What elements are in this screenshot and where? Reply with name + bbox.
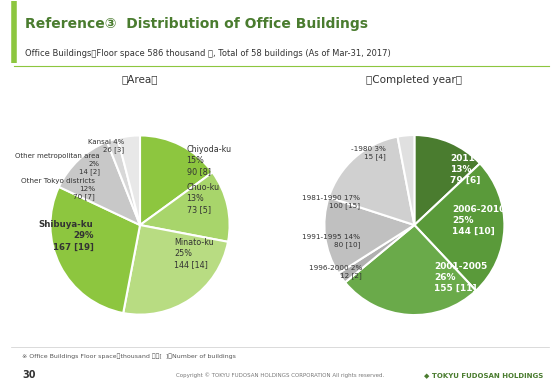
- Wedge shape: [329, 137, 414, 225]
- Wedge shape: [398, 135, 414, 225]
- Text: -1980 3%
15 [4]: -1980 3% 15 [4]: [351, 146, 386, 160]
- Text: 2011-
13%
79 [6]: 2011- 13% 79 [6]: [450, 154, 481, 185]
- Text: Metropolitan 4districts
475thousand ㎡（81%）  46buildings: Metropolitan 4districts 475thousand ㎡（81…: [53, 92, 227, 114]
- Text: （Area）: （Area）: [122, 74, 158, 85]
- Text: After 2001
378thousand ㎡（65%）  27buildings: After 2001 378thousand ㎡（65%） 27building…: [322, 92, 496, 114]
- Wedge shape: [50, 187, 140, 313]
- Text: Reference③  Distribution of Office Buildings: Reference③ Distribution of Office Buildi…: [25, 17, 368, 31]
- Text: Shibuya-ku
29%
167 [19]: Shibuya-ku 29% 167 [19]: [39, 220, 94, 251]
- Text: Other metropolitan area
2%
14 [2]: Other metropolitan area 2% 14 [2]: [15, 153, 100, 175]
- Wedge shape: [414, 135, 480, 225]
- Wedge shape: [324, 197, 414, 273]
- Wedge shape: [118, 135, 140, 225]
- Wedge shape: [140, 135, 212, 225]
- Text: 1981-1990 17%
100 [15]: 1981-1990 17% 100 [15]: [302, 194, 361, 209]
- Wedge shape: [59, 142, 140, 225]
- Text: ※ Office Buildings Floor space：thousand ㎡，[  ]：Number of buildings: ※ Office Buildings Floor space：thousand …: [22, 354, 236, 359]
- Wedge shape: [107, 138, 140, 225]
- Text: （Completed year）: （Completed year）: [366, 74, 463, 85]
- Text: 1996-2000 2%
12 [2]: 1996-2000 2% 12 [2]: [309, 265, 362, 279]
- Text: Office Buildings：Floor space 586 thousand ㎡, Total of 58 buildings (As of Mar-31: Office Buildings：Floor space 586 thousan…: [25, 49, 391, 58]
- Text: Copyright © TOKYU FUDOSAN HOLDINGS CORPORATION All rights reserved.: Copyright © TOKYU FUDOSAN HOLDINGS CORPO…: [176, 372, 384, 378]
- Text: 2006-2010
25%
144 [10]: 2006-2010 25% 144 [10]: [452, 205, 506, 236]
- Wedge shape: [123, 225, 228, 315]
- Text: Minato-ku
25%
144 [14]: Minato-ku 25% 144 [14]: [174, 238, 214, 269]
- Wedge shape: [140, 172, 230, 242]
- Text: Chuo-ku
13%
73 [5]: Chuo-ku 13% 73 [5]: [186, 183, 220, 214]
- Wedge shape: [338, 225, 414, 282]
- Text: ◆ TOKYU FUDOSAN HOLDINGS: ◆ TOKYU FUDOSAN HOLDINGS: [424, 372, 543, 378]
- Text: 1991-1995 14%
80 [10]: 1991-1995 14% 80 [10]: [302, 234, 361, 248]
- Text: Other Tokyo districts
12%
70 [7]: Other Tokyo districts 12% 70 [7]: [21, 178, 95, 200]
- Text: Kansai 4%
26 [3]: Kansai 4% 26 [3]: [87, 139, 124, 153]
- Wedge shape: [345, 225, 476, 315]
- Text: 2001-2005
26%
155 [11]: 2001-2005 26% 155 [11]: [434, 262, 487, 293]
- Wedge shape: [414, 163, 505, 291]
- Text: 30: 30: [22, 371, 36, 380]
- Text: Chiyoda-ku
15%
90 [8]: Chiyoda-ku 15% 90 [8]: [186, 145, 232, 176]
